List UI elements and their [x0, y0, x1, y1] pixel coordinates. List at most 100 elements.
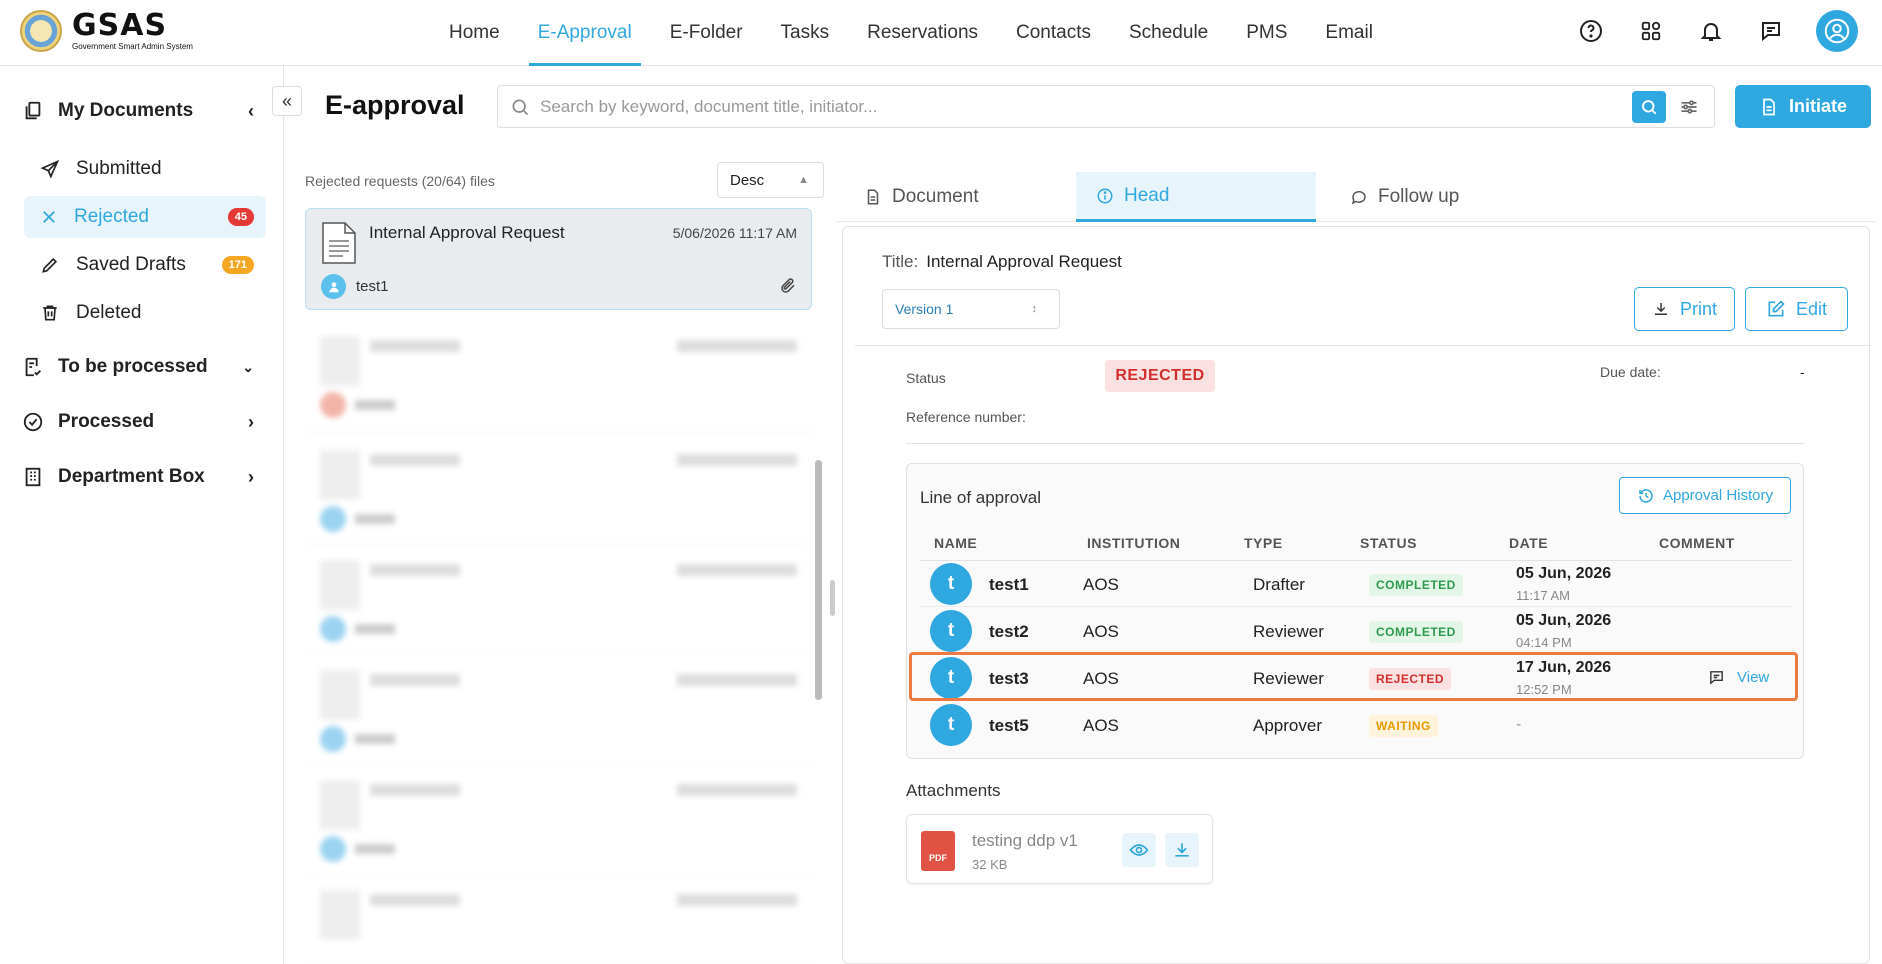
sidebar-processed[interactable]: Processed ›	[22, 411, 254, 433]
list-item[interactable]	[305, 876, 812, 964]
search-button[interactable]	[1632, 90, 1666, 123]
initiate-label: Initiate	[1788, 96, 1847, 116]
list-item[interactable]	[305, 546, 812, 656]
status-badge: REJECTED	[1369, 668, 1452, 690]
document-plus-icon	[1763, 98, 1775, 115]
nav-schedule[interactable]: Schedule	[1129, 22, 1209, 43]
nav-e-folder[interactable]: E-Folder	[669, 22, 743, 43]
pencil-icon	[42, 257, 58, 273]
nav-reservations[interactable]: Reservations	[867, 22, 979, 43]
comment-icon	[1710, 671, 1723, 685]
sort-select[interactable]: Desc ▲	[717, 162, 824, 198]
paperclip-icon	[779, 277, 797, 300]
table-row: t test5 AOS Approver WAITING -	[920, 702, 1792, 748]
eye-icon	[1129, 844, 1149, 856]
selected-document-card[interactable]: Internal Approval Request 5/06/2026 11:1…	[305, 208, 812, 310]
sidebar-item-submitted[interactable]: Submitted	[24, 148, 266, 190]
double-chevron-left-icon: «	[281, 90, 292, 111]
list-item[interactable]	[305, 322, 812, 432]
chevron-left-icon[interactable]: ‹	[248, 100, 254, 121]
print-label: Print	[1679, 298, 1717, 319]
attachment-card[interactable]: PDF testing ddp v1 32 KB	[906, 814, 1213, 884]
nav-tasks[interactable]: Tasks	[780, 22, 830, 43]
approval-time: 12:52 PM	[1516, 682, 1572, 697]
sidebar: My Documents ‹ Submitted Rejected 45 Sav…	[0, 66, 284, 964]
download-icon	[1175, 843, 1189, 857]
edit-button[interactable]: Edit	[1745, 287, 1848, 331]
chevron-right-icon[interactable]: ›	[248, 466, 254, 487]
list-item[interactable]	[305, 766, 812, 876]
chevron-right-icon[interactable]: ›	[248, 411, 254, 432]
apps-grid-icon[interactable]	[1636, 16, 1666, 46]
avatar: t	[930, 704, 972, 746]
status-badge: WAITING	[1369, 715, 1438, 737]
status-badge: COMPLETED	[1369, 621, 1463, 643]
column-header: TYPE	[1244, 535, 1283, 551]
approval-date: 17 Jun, 2026	[1516, 659, 1612, 676]
preview-attachment-button[interactable]	[1122, 833, 1156, 867]
nav-contacts[interactable]: Contacts	[1016, 22, 1091, 43]
due-date-value: -	[1800, 364, 1805, 380]
table-row: t test2 AOS Reviewer COMPLETED 05 Jun, 2…	[920, 608, 1792, 654]
initiate-button[interactable]: Initiate	[1735, 85, 1871, 128]
approver-type: Reviewer	[1253, 622, 1324, 641]
sidebar-my-documents[interactable]: My Documents ‹	[22, 100, 254, 122]
version-select[interactable]: Version 1 ↕	[882, 289, 1060, 329]
download-attachment-button[interactable]	[1165, 833, 1199, 867]
title-value: Internal Approval Request	[926, 252, 1122, 271]
sidebar-department-box[interactable]: Department Box ›	[22, 466, 254, 488]
nav-home[interactable]: Home	[449, 22, 500, 43]
status-badge: REJECTED	[1105, 360, 1215, 392]
nav-email[interactable]: Email	[1325, 22, 1373, 43]
approver-name: test2	[989, 622, 1029, 641]
tab-label: Follow up	[1378, 186, 1460, 207]
approver-type: Reviewer	[1253, 669, 1324, 688]
print-button[interactable]: Print	[1634, 287, 1735, 331]
avatar: t	[930, 657, 972, 699]
document-date: 5/06/2026 11:17 AM	[672, 225, 797, 241]
chat-icon[interactable]	[1756, 16, 1786, 46]
chevron-down-icon[interactable]: ⌄	[242, 358, 254, 375]
sidebar-item-deleted[interactable]: Deleted	[24, 292, 266, 334]
approval-history-button[interactable]: Approval History	[1619, 477, 1791, 514]
search-bar	[497, 85, 1715, 128]
column-header: INSTITUTION	[1087, 535, 1181, 551]
status-key: Status	[906, 370, 946, 386]
filter-button[interactable]	[1674, 92, 1704, 122]
brand-logo[interactable]: GSAS Government Smart Admin System	[20, 10, 193, 52]
approver-institution: AOS	[1083, 716, 1119, 735]
sidebar-to-be-processed[interactable]: To be processed ⌄	[22, 356, 254, 378]
list-item[interactable]	[305, 656, 812, 766]
tab-follow-up[interactable]: Follow up	[1340, 172, 1560, 222]
bell-icon[interactable]	[1696, 16, 1726, 46]
nav-pms[interactable]: PMS	[1246, 22, 1288, 43]
sidebar-item-rejected[interactable]: Rejected 45	[24, 196, 266, 238]
tab-document[interactable]: Document	[850, 172, 1050, 222]
approver-name: test3	[989, 669, 1029, 688]
help-icon[interactable]	[1576, 16, 1606, 46]
top-navbar: GSAS Government Smart Admin System Home …	[0, 0, 1882, 66]
list-item[interactable]	[305, 436, 812, 546]
nav-e-approval[interactable]: E-Approval	[519, 0, 651, 66]
documents-icon	[25, 101, 41, 120]
list-summary: Rejected requests (20/64) files	[305, 173, 495, 189]
collapse-sidebar-button[interactable]: «	[272, 86, 302, 116]
table-row: t test3 AOS Reviewer REJECTED 17 Jun, 20…	[920, 655, 1792, 701]
view-comment-label: View	[1737, 669, 1770, 686]
panel-resize-handle[interactable]	[830, 580, 835, 616]
view-comment-button[interactable]: View	[1708, 669, 1769, 686]
list-scrollbar[interactable]	[815, 460, 822, 700]
reference-number-key: Reference number:	[906, 409, 1026, 425]
document-initiator: test1	[321, 274, 389, 299]
avatar: t	[930, 610, 972, 652]
user-avatar-icon[interactable]	[1816, 10, 1858, 52]
search-input[interactable]	[540, 96, 1632, 117]
sidebar-item-saved-drafts[interactable]: Saved Drafts 171	[24, 244, 266, 286]
building-icon	[25, 467, 41, 487]
tab-head[interactable]: Head	[1076, 172, 1316, 222]
search-icon	[1642, 99, 1657, 114]
tab-label: Document	[892, 186, 979, 207]
approval-history-label: Approval History	[1662, 487, 1774, 504]
column-header: STATUS	[1360, 535, 1417, 551]
sidebar-item-label: Submitted	[76, 158, 162, 179]
